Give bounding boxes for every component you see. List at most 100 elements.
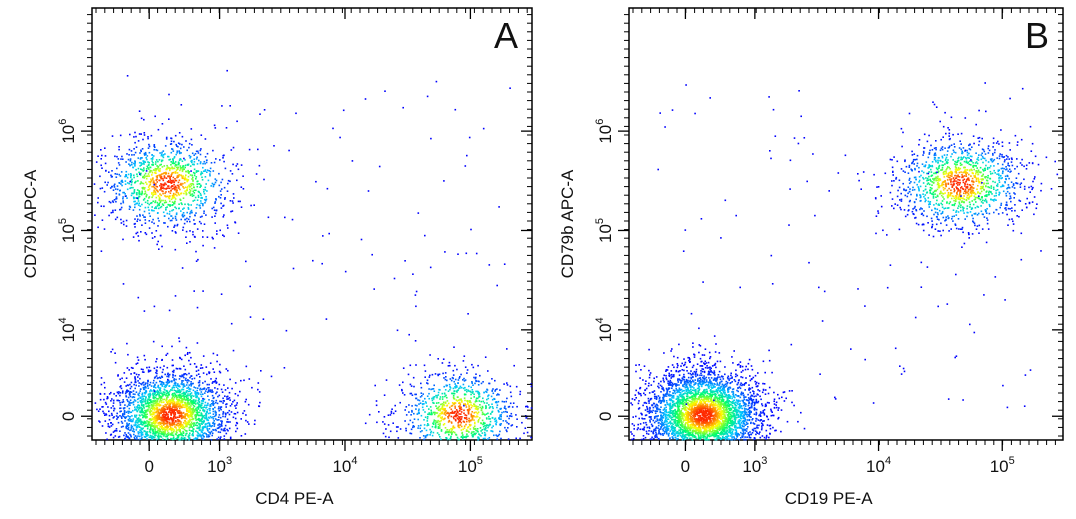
event-dot [130,160,132,162]
event-dot [202,367,204,369]
event-dot [134,437,136,439]
event-dot [460,403,462,405]
event-dot [474,404,476,406]
event-dot [728,376,730,378]
event-dot [172,409,174,411]
event-dot [416,398,418,400]
event-dot [148,423,150,425]
event-dot [440,439,442,441]
event-dot [148,209,150,211]
event-dot [130,175,132,177]
event-dot [150,399,152,401]
event-dot [221,421,223,423]
event-dot [456,415,458,417]
event-dot [254,423,256,425]
event-dot [200,394,202,396]
event-dot [477,439,479,441]
event-dot [194,363,196,365]
event-dot [388,437,390,439]
event-dot [243,380,245,382]
event-dot [461,416,463,418]
event-dot [185,165,187,167]
event-dot [201,438,203,440]
event-dot [156,373,158,375]
event-dot [245,414,247,416]
event-dot [98,410,100,412]
x-tick-label: 103 [207,455,232,476]
event-dot [186,178,188,180]
event-dot [154,412,156,414]
event-dot [673,374,675,376]
event-dot [198,191,200,193]
event-dot [197,199,199,201]
event-dot [230,200,232,202]
event-dot [197,228,199,230]
event-dot [174,187,176,189]
event-dot [200,388,202,390]
event-dot [643,435,645,437]
event-dot [145,207,147,209]
event-dot [413,413,415,415]
event-dot [175,375,177,377]
event-dot [236,121,238,123]
event-dot [492,425,494,427]
event-dot [160,183,162,185]
event-dot [155,206,157,208]
event-dot [422,393,424,395]
event-dot [437,416,439,418]
event-dot [156,420,158,422]
event-dot [192,416,194,418]
event-dot [104,382,106,384]
event-dot [188,192,190,194]
event-dot [222,155,224,157]
event-dot [505,420,507,422]
event-dot [148,164,150,166]
event-dot [225,389,227,391]
event-dot [149,171,151,173]
event-dot [159,422,161,424]
event-dot [128,419,130,421]
event-dot [195,387,197,389]
event-dot [151,135,153,137]
event-dot [457,437,459,439]
event-dot [200,150,202,152]
event-dot [136,437,138,439]
event-dot [402,107,404,109]
event-dot [156,382,158,384]
event-dot [172,188,174,190]
event-dot [470,394,472,396]
event-dot [155,192,157,194]
event-dot [143,389,145,391]
event-dot [192,200,194,202]
event-dot [131,195,133,197]
event-dot [180,412,182,414]
event-dot [128,159,130,161]
event-dot [426,430,428,432]
event-dot [211,389,213,391]
event-dot [139,390,141,392]
event-dot [427,416,429,418]
event-dot [172,406,174,408]
event-dot [176,189,178,191]
event-dot [147,382,149,384]
event-dot [131,427,133,429]
event-dot [204,170,206,172]
event-dot [365,98,367,100]
event-dot [169,201,171,203]
event-dot [114,199,116,201]
event-dot [173,403,175,405]
event-dot [759,396,761,398]
event-dot [494,419,496,421]
event-dot [412,394,414,396]
event-dot [483,392,485,394]
event-dot [151,170,153,172]
event-dot [172,377,174,379]
event-dot [220,197,222,199]
event-dot [461,433,463,435]
event-dot [120,183,122,185]
event-dot [804,428,806,430]
event-dot [183,422,185,424]
y-axis-title: CD79b APC-A [21,169,40,278]
event-dot [183,365,185,367]
event-dot [181,175,183,177]
